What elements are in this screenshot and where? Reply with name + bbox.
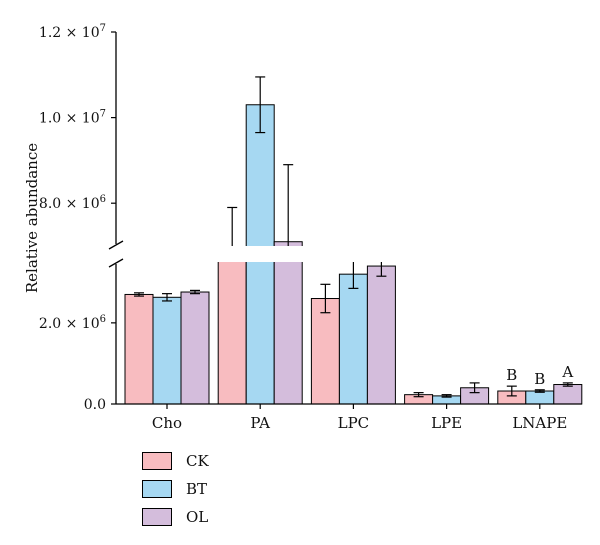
y-axis-break-mark-upper	[108, 240, 124, 250]
bar-lpc-ol	[366, 265, 396, 405]
y-tick-exponent: 6	[100, 314, 106, 325]
y-tick-label-8-0-106: 8.0 × 106	[39, 194, 106, 212]
legend-item-bt: BT	[142, 480, 262, 500]
y-tick-label-1-0-107: 1.0 × 107	[39, 109, 106, 127]
y-axis-title: Relative abundance	[23, 143, 41, 293]
axes-layer	[108, 31, 586, 409]
bar-cho-bt	[152, 296, 182, 405]
y-tick-exponent: 7	[100, 109, 106, 120]
legend-label-bt: BT	[186, 480, 208, 498]
bars-layer	[124, 104, 583, 405]
x-tick-label-lpc: LPC	[338, 414, 370, 432]
legend-item-ol: OL	[142, 508, 262, 528]
legend-label-ck: CK	[186, 452, 209, 470]
bar-lnape-ol	[553, 384, 583, 405]
bar-lpc-ck	[310, 298, 340, 405]
legend-swatch-ck	[142, 452, 172, 470]
y-tick-exponent: 6	[100, 194, 106, 205]
legend-label-ol: OL	[186, 508, 209, 526]
y-tick-label-0-0: 0.0	[84, 397, 106, 413]
annotation-lnape-ol: A	[561, 363, 573, 381]
legend-swatch-bt	[142, 480, 172, 498]
bar-pa-ck	[217, 253, 247, 405]
y-axis-break-mark-lower	[108, 258, 124, 268]
x-tick-label-lnape: LNAPE	[512, 414, 567, 432]
bar-lpc-bt	[338, 273, 368, 405]
x-tick-label-pa: PA	[250, 414, 270, 432]
bar-pa-ol	[273, 241, 303, 405]
legend-swatch-ol	[142, 508, 172, 526]
annotation-lnape-ck: B	[506, 366, 517, 384]
annotation-lnape-bt: B	[534, 370, 545, 388]
axis-break-band	[114, 246, 586, 262]
y-tick-label-2-0-106: 2.0 × 106	[39, 314, 106, 332]
bar-cho-ck	[124, 293, 154, 405]
text-layer: 0.0 2.0 × 106 8.0 × 106 1.0 × 107 1.2 × 107 C…	[23, 23, 573, 432]
bar-cho-ol	[180, 291, 210, 405]
x-tick-label-cho: Cho	[152, 414, 182, 432]
y-tick-exponent: 7	[100, 23, 106, 34]
legend-item-ck: CK	[142, 452, 262, 472]
x-tick-label-lpe: LPE	[431, 414, 462, 432]
y-tick-label-1-2-107: 1.2 × 107	[39, 23, 106, 41]
bar-lnape-bt	[525, 390, 555, 405]
